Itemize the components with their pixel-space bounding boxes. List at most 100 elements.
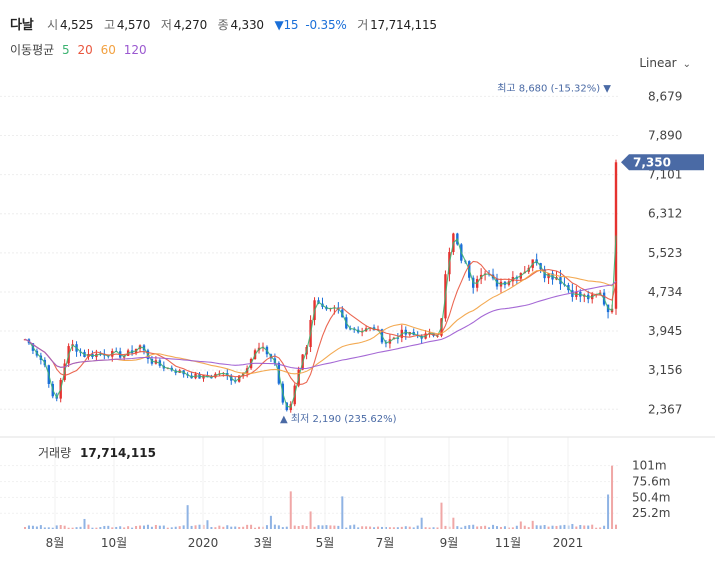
volume-bar [265, 525, 268, 529]
volume-bar [480, 526, 483, 529]
price-tick-label: 7,890 [648, 129, 682, 143]
volume-bar [182, 525, 185, 529]
price-tick-label: 6,312 [648, 207, 682, 221]
time-tick-label: 8월 [46, 536, 65, 550]
volume-bar [587, 525, 590, 529]
volume-bar [476, 526, 479, 529]
volume-bar [146, 524, 149, 529]
volume-bar [218, 525, 221, 529]
volume-bar [51, 527, 54, 529]
volume-bar [190, 525, 193, 529]
volume-bar [599, 527, 602, 529]
volume-bar [428, 527, 431, 529]
min-price-annotation: ▲ 최저 2,190 (235.62%) [280, 413, 397, 425]
time-tick-label: 11월 [495, 536, 521, 550]
volume-bar [91, 527, 94, 529]
volume-bar [194, 525, 197, 529]
volume-bar [285, 526, 288, 529]
price-header: 다날 시 4,525 고 4,570 저 4,270 종 4,330 ▼15 -0.35%… [10, 14, 444, 33]
ma60-line [24, 269, 617, 375]
ma120-line [24, 280, 617, 370]
time-tick-label: 2020 [188, 536, 219, 550]
volume-bar [111, 527, 114, 529]
volume-bar [408, 526, 411, 529]
volume-tick-label: 25.2m [632, 506, 670, 520]
time-axis: 8월 10월 2020 3월 5월 7월 9월 11월 2021 [46, 437, 584, 550]
volume-bar [396, 527, 399, 529]
time-tick-label: 2021 [553, 536, 584, 550]
volume-bar [174, 526, 177, 529]
price-tick-label: 3,945 [648, 324, 682, 338]
volume-bar [87, 524, 90, 529]
volume-bar [607, 494, 610, 529]
volume-bar [269, 515, 272, 529]
volume-bar [492, 524, 495, 529]
volume-bar [75, 527, 78, 529]
volume-bar [289, 491, 292, 529]
volume-bar [456, 526, 459, 529]
price-tick-label: 4,734 [648, 285, 682, 299]
price-tick-label: 2,367 [648, 402, 682, 416]
volume-bar [59, 525, 62, 529]
volume-bar [127, 526, 130, 529]
volume-bar [301, 525, 304, 529]
volume-bar [615, 524, 617, 529]
ma120-legend: 120 [123, 43, 147, 57]
time-tick-label: 7월 [376, 536, 395, 550]
volume-bar [24, 526, 26, 529]
volume-bar [230, 526, 233, 529]
volume-bar [222, 526, 225, 529]
volume-bar [186, 505, 189, 529]
volume-bar [63, 525, 66, 529]
price-tick-label: 3,156 [648, 363, 682, 377]
volume-bar [464, 525, 467, 529]
price-tick-label: 8,679 [648, 89, 682, 103]
volume-bar [325, 525, 328, 529]
volume-value: 17,714,115 [370, 18, 437, 32]
volume-bar [214, 527, 217, 529]
volume-bar [361, 526, 364, 529]
volume-bar [424, 527, 427, 529]
volume-bar [345, 527, 348, 529]
volume-bar [611, 465, 614, 529]
volume-bar [440, 502, 443, 529]
scale-selector[interactable]: Linear ⌄ [639, 56, 691, 70]
volume-bar [579, 525, 582, 529]
volume-bar [79, 526, 82, 529]
time-tick-label: 9월 [440, 536, 459, 550]
volume-bar [384, 526, 387, 529]
ma5-legend: 5 [62, 43, 70, 57]
moving-average-legend[interactable]: 이동평균 5 20 60 120 [10, 41, 151, 58]
ma60-legend: 60 [100, 43, 116, 57]
volume-bar [583, 525, 586, 529]
volume-bar [139, 525, 142, 529]
volume-bar [123, 527, 126, 529]
volume-bar [392, 527, 395, 529]
volume-bar [591, 524, 594, 529]
volume-bar [273, 524, 276, 529]
volume-bar [357, 527, 360, 529]
volume-bar [154, 524, 157, 529]
volume-bar [166, 527, 169, 529]
volume-bar [515, 525, 518, 529]
volume-bar [341, 496, 344, 529]
volume-bar [170, 527, 173, 529]
volume-bar [321, 525, 324, 529]
volume-bar [527, 527, 530, 529]
volume-bar [547, 526, 550, 529]
volume-bar [507, 527, 510, 529]
volume-bar [250, 524, 253, 529]
max-price-annotation: 최고 8,680 (-15.32%) ▼ [497, 82, 611, 94]
volume-bar [539, 525, 542, 529]
volume-bar [210, 527, 213, 529]
volume-bar [277, 525, 280, 529]
volume-bar [452, 517, 455, 529]
ma20-line [24, 260, 617, 386]
scale-label: Linear [639, 56, 677, 70]
volume-bar [119, 526, 122, 529]
volume-bar [551, 525, 554, 529]
volume-bar [333, 525, 336, 529]
volume-bar [436, 527, 439, 529]
